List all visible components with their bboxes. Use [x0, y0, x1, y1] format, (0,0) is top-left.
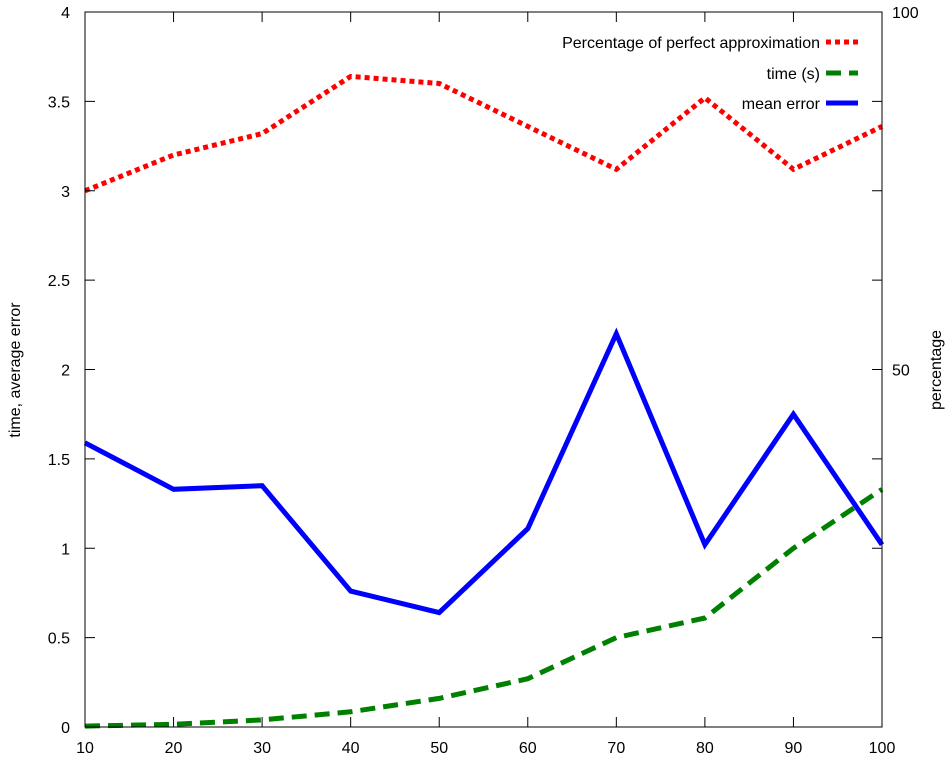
y-tick-label: 0.5: [48, 631, 70, 648]
series-line-2: [83, 327, 885, 616]
axis-ticks: [84, 11, 883, 728]
legend: Percentage of perfect approximation time …: [562, 35, 858, 113]
y-tick-label: 2: [61, 363, 70, 380]
x-tick-label: 70: [607, 740, 625, 757]
legend-label: mean error: [742, 96, 821, 113]
x-tick-label: 80: [696, 740, 714, 757]
y2-tick-label: 100: [892, 5, 919, 22]
y-tick-label: 3: [61, 184, 70, 201]
y-axis-label: time, average error: [7, 302, 24, 438]
x-tick-label: 40: [342, 740, 360, 757]
y-tick-label: 1.5: [48, 452, 70, 469]
y-tick-label: 3.5: [48, 94, 70, 111]
y2-axis-label: percentage: [928, 330, 945, 410]
legend-label: Percentage of perfect approximation: [562, 35, 820, 52]
series-line-1: [84, 487, 884, 729]
y-tick-label: 2.5: [48, 273, 70, 290]
x-tick-label: 10: [76, 740, 94, 757]
x-tick-label: 60: [519, 740, 537, 757]
y-tick-label: 1: [61, 541, 70, 558]
x-tick-label: 20: [165, 740, 183, 757]
legend-label: time (s): [767, 66, 820, 83]
plot-lines: [83, 73, 885, 729]
x-tick-label: 100: [869, 740, 896, 757]
tick-labels: 10 20 30 40 50 60 70 80 90 100 0 0.5 1 1.5 2 2.5 3 3.5 4 50…: [48, 5, 919, 757]
series-line-0: [84, 73, 884, 194]
x-tick-label: 90: [785, 740, 803, 757]
y2-tick-label: 50: [892, 363, 910, 380]
y-tick-label: 4: [61, 5, 70, 22]
plot-frame: [84, 11, 883, 728]
x-tick-label: 50: [430, 740, 448, 757]
y-tick-label: 0: [61, 720, 70, 737]
x-tick-label: 30: [253, 740, 271, 757]
